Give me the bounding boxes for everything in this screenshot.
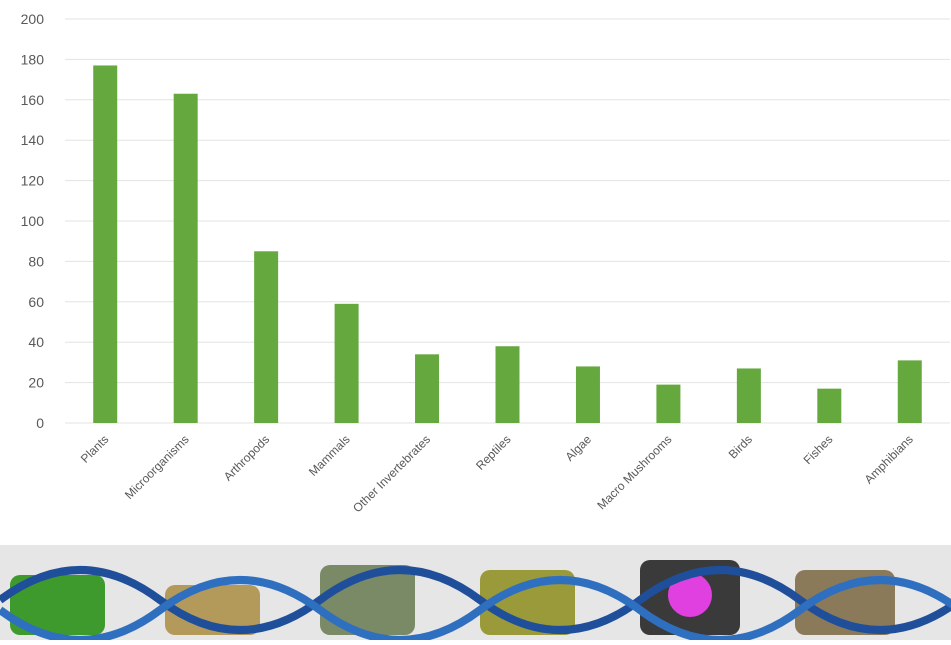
flower <box>668 573 712 617</box>
photo <box>795 570 895 635</box>
x-tick-label: Mammals <box>306 432 353 479</box>
helix <box>0 566 951 634</box>
x-tick-label: Macro Mushrooms <box>594 432 674 512</box>
bar <box>93 65 118 424</box>
y-tick-label: 160 <box>21 92 45 108</box>
banner <box>0 545 951 644</box>
x-tick-label: Arthropods <box>221 432 272 483</box>
x-tick-label: Microorganisms <box>122 432 192 502</box>
helix <box>0 576 951 644</box>
bar <box>736 368 761 423</box>
bar <box>897 360 922 423</box>
bar <box>495 346 520 423</box>
x-tick-label: Other Invertebrates <box>350 432 433 515</box>
y-tick-label: 60 <box>28 294 44 310</box>
y-tick-label: 120 <box>21 173 45 189</box>
photo <box>165 585 260 635</box>
y-tick-label: 0 <box>36 415 44 431</box>
x-tick-label: Algae <box>562 432 594 464</box>
x-tick-label: Plants <box>78 432 111 465</box>
bar <box>656 384 681 423</box>
x-tick-label: Amphibians <box>862 432 916 486</box>
photo <box>10 575 105 635</box>
y-tick-label: 180 <box>21 51 45 67</box>
y-tick-label: 200 <box>21 11 45 27</box>
y-tick-label: 40 <box>28 334 44 350</box>
bar <box>334 303 359 423</box>
bar <box>173 93 198 424</box>
y-tick-label: 140 <box>21 132 45 148</box>
y-tick-label: 20 <box>28 375 44 391</box>
bar <box>575 366 600 423</box>
x-tick-label: Fishes <box>801 432 836 467</box>
y-tick-label: 100 <box>21 213 45 229</box>
x-tick-label: Birds <box>726 432 755 461</box>
bar <box>254 251 279 423</box>
x-tick-label: Reptiles <box>473 432 514 473</box>
y-tick-label: 80 <box>28 253 44 269</box>
bar <box>817 388 842 423</box>
bar <box>415 354 440 423</box>
